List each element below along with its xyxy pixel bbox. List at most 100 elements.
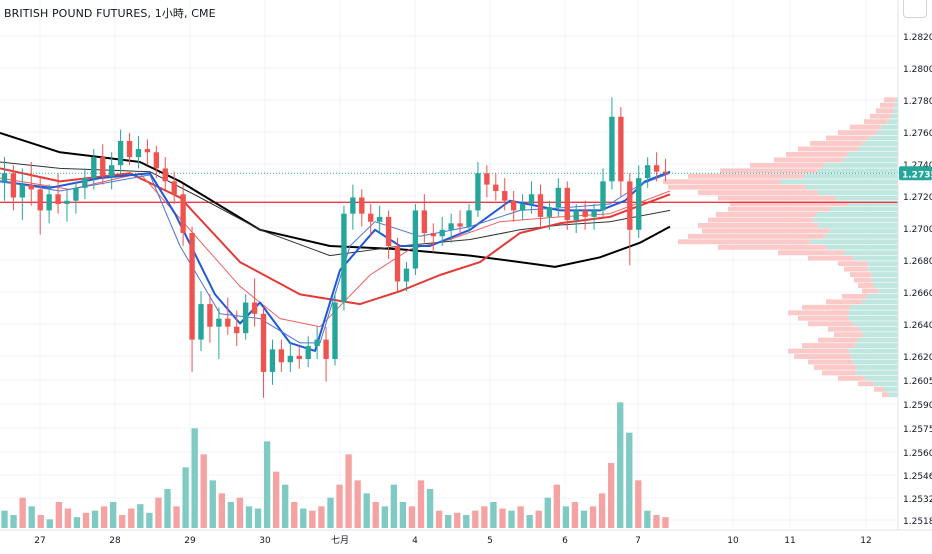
- volume-bar: [64, 508, 72, 528]
- volume-profile-down-row: [788, 310, 849, 316]
- volume-profile-up-row: [862, 141, 898, 146]
- volume-profile-up-row: [856, 370, 898, 376]
- volume-bar: [526, 515, 533, 528]
- candle-body: [135, 149, 142, 158]
- volume-profile-up-row: [874, 283, 898, 288]
- price-tick-label: 1.2620: [903, 353, 932, 363]
- volume-profile-down-row: [834, 332, 863, 338]
- candle-body: [493, 184, 499, 192]
- volume-bar: [490, 502, 497, 528]
- volume-profile-down-row: [798, 146, 858, 152]
- candle-body: [368, 213, 374, 222]
- volume-profile-down-row: [716, 212, 817, 217]
- candle-body: [394, 245, 401, 282]
- candle-body: [126, 140, 133, 158]
- volume-bar: [164, 489, 171, 528]
- volume-profile-down-row: [663, 179, 781, 185]
- volume-profile-down-row: [880, 102, 895, 108]
- volume-bar: [454, 512, 461, 528]
- symbol-title: BRITISH POUND FUTURES, 1小時, CME: [4, 7, 216, 20]
- symbol-exchange: CME: [191, 7, 216, 20]
- candle-body: [376, 216, 383, 222]
- volume-profile-up-row: [893, 108, 898, 114]
- volume-bar: [589, 506, 597, 528]
- candle-body: [502, 191, 508, 201]
- volume-profile-down-row: [876, 108, 894, 114]
- volume-profile-down-row: [850, 272, 872, 278]
- volume-bar: [598, 493, 606, 528]
- volume-profile-up-row: [878, 288, 898, 294]
- candle-body: [350, 197, 356, 214]
- volume-profile-down-row: [794, 354, 852, 359]
- price-tick-label: 1.2720: [903, 193, 932, 203]
- volume-profile-up-row: [803, 173, 898, 179]
- volume-bar: [345, 454, 352, 528]
- volume-profile-down-row: [798, 315, 848, 321]
- volume-profile-up-row: [824, 162, 898, 168]
- volume-bar: [291, 502, 298, 528]
- volume-bar: [263, 441, 271, 528]
- scale-settings-button[interactable]: [903, 0, 927, 18]
- volume-bar: [245, 506, 253, 528]
- volume-profile-down-row: [814, 364, 856, 370]
- volume-bar: [644, 510, 651, 528]
- candle-body: [55, 194, 61, 204]
- candle-body: [117, 140, 124, 166]
- candle-body: [644, 165, 651, 179]
- volume-bar: [508, 510, 515, 528]
- volume-bar: [653, 515, 660, 528]
- volume-bar: [617, 402, 624, 528]
- candle-body: [519, 203, 526, 211]
- candle-body: [600, 181, 606, 211]
- price-tick-label: 1.2660: [903, 289, 932, 299]
- volume-profile-down-row: [774, 157, 843, 163]
- candle-body: [618, 116, 624, 182]
- volume-profile-up-row: [881, 124, 898, 130]
- volume-profile-down-row: [808, 359, 853, 365]
- volume-profile-down-row: [786, 151, 848, 157]
- volume-profile-up-row: [818, 222, 898, 228]
- candle-body: [46, 194, 52, 211]
- volume-bar: [119, 515, 126, 528]
- price-tick-label: 1.2560: [903, 449, 932, 459]
- volume-profile-up-row: [829, 228, 898, 234]
- time-tick-label: 27: [34, 536, 45, 546]
- volume-profile-up-row: [895, 97, 898, 103]
- volume-profile-down-row: [828, 326, 860, 332]
- volume-profile-up-row: [816, 212, 898, 217]
- time-tick-label: 28: [109, 536, 121, 546]
- volume-profile-down-row: [730, 201, 848, 207]
- candle-body: [359, 197, 365, 214]
- candle-body: [198, 304, 204, 340]
- candle-body: [234, 326, 240, 334]
- candle-body: [296, 355, 302, 359]
- volume-profile-up-row: [848, 310, 898, 316]
- price-tick-label: 1.2546: [903, 472, 932, 482]
- volume-bar: [218, 493, 225, 528]
- volume-profile-down-row: [702, 228, 830, 234]
- volume-bar: [408, 506, 416, 528]
- candle-body: [100, 157, 106, 177]
- time-tick-label: 7: [635, 536, 641, 546]
- candle-body: [412, 210, 419, 269]
- volume-bar: [607, 463, 615, 528]
- last-price-label: 1.2735: [902, 170, 932, 180]
- price-tick-label: 1.2590: [903, 401, 932, 411]
- volume-profile-up-row: [812, 217, 898, 223]
- volume-profile-up-row: [887, 119, 898, 125]
- volume-bar: [327, 497, 334, 528]
- time-tick-label: 12: [860, 536, 871, 546]
- price-tick-label: 1.2760: [903, 129, 932, 139]
- time-tick-label: 5: [487, 536, 493, 546]
- last-price-label-bg: [899, 166, 932, 181]
- candle-body: [457, 223, 463, 227]
- time-tick-label: 6: [562, 536, 568, 546]
- price-tick-label: 1.2700: [903, 225, 932, 235]
- candle-body: [64, 200, 70, 204]
- volume-bar: [626, 432, 633, 528]
- volume-bar: [544, 497, 551, 528]
- candle-body: [609, 116, 615, 182]
- candle-body: [73, 187, 79, 201]
